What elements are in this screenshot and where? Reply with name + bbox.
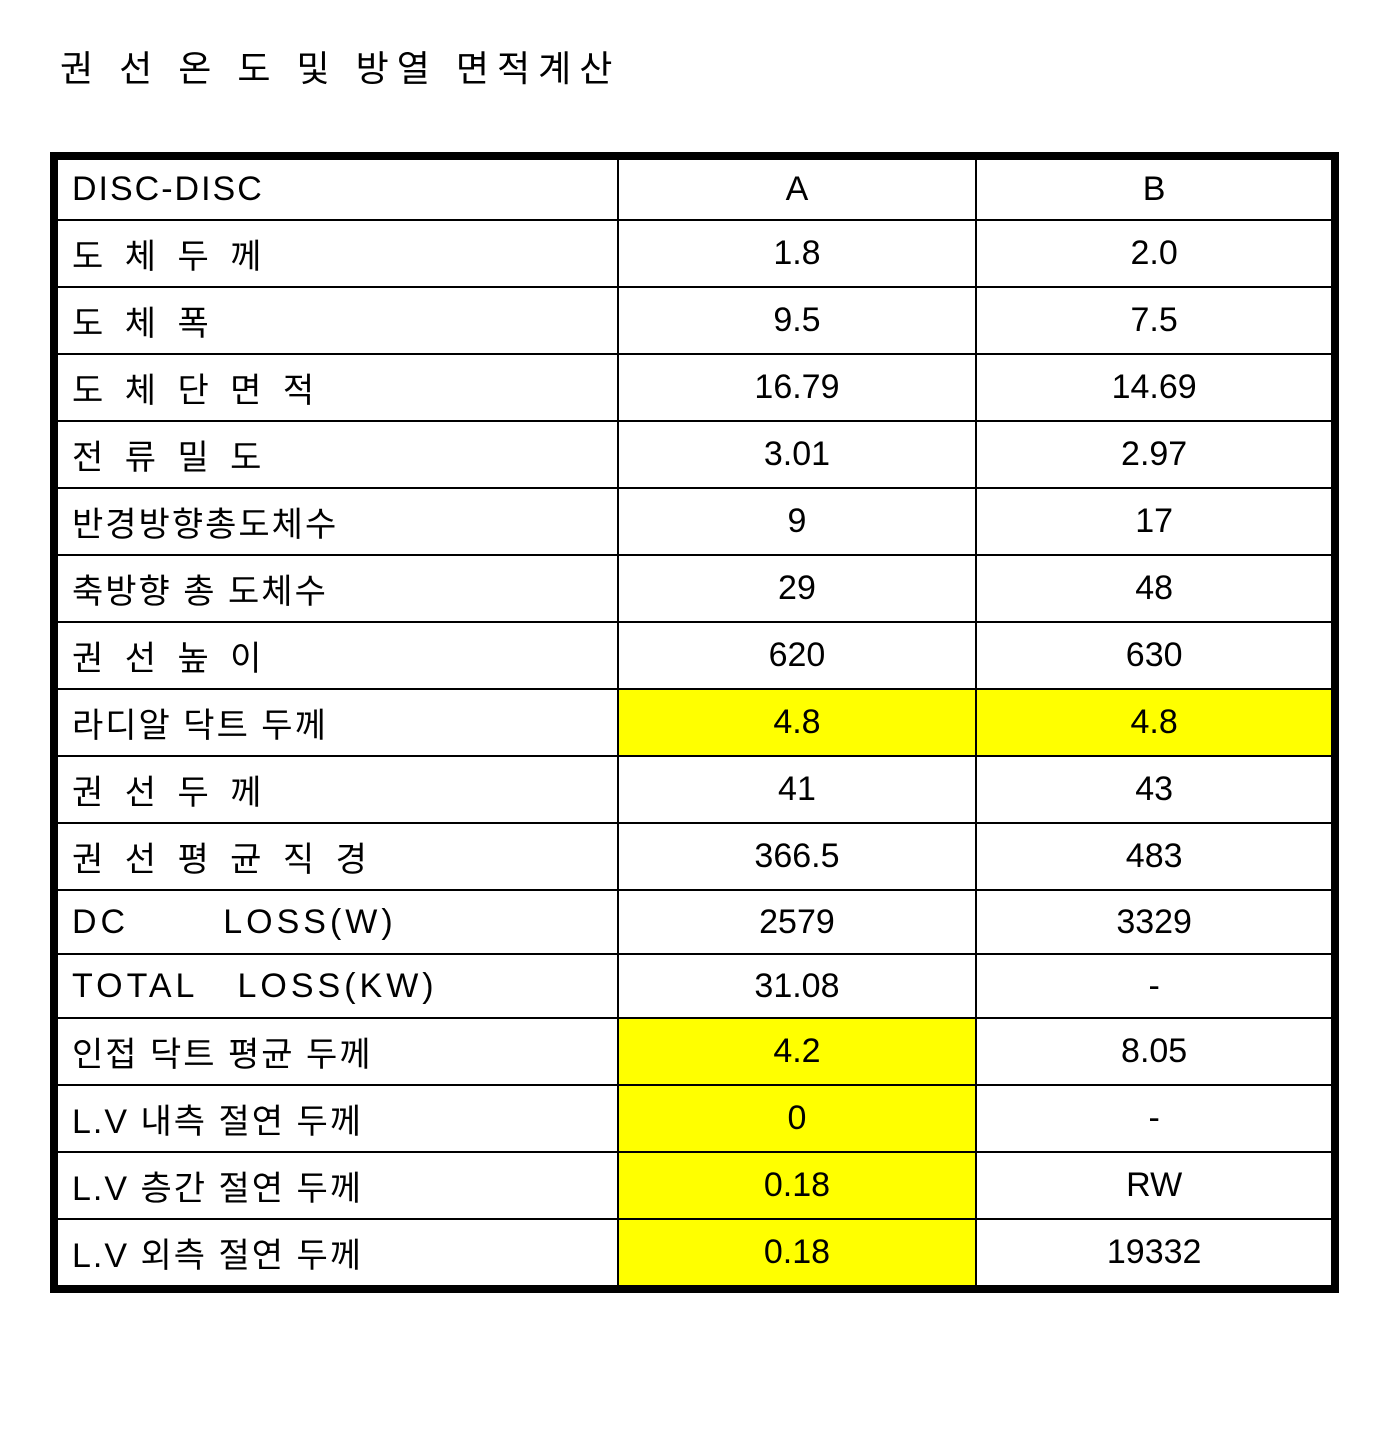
header-col-b: B <box>976 156 1335 220</box>
table-header-row: DISC-DISC A B <box>54 156 1335 220</box>
row-value-b: 2.0 <box>976 220 1335 287</box>
row-value-a: 9 <box>618 488 977 555</box>
row-value-a: 366.5 <box>618 823 977 890</box>
row-value-b: 483 <box>976 823 1335 890</box>
row-value-b: 7.5 <box>976 287 1335 354</box>
row-value-a: 4.2 <box>618 1018 977 1085</box>
row-label: L.V 층간 절연 두께 <box>54 1152 618 1219</box>
row-value-a: 2579 <box>618 890 977 954</box>
row-value-b: 48 <box>976 555 1335 622</box>
row-label: TOTAL LOSS(KW) <box>54 954 618 1018</box>
table-row: 권 선 높 이 620 630 <box>54 622 1335 689</box>
row-value-a: 620 <box>618 622 977 689</box>
row-label: 권 선 높 이 <box>54 622 618 689</box>
row-value-b: - <box>976 954 1335 1018</box>
row-value-b: 2.97 <box>976 421 1335 488</box>
row-label: 권 선 평 균 직 경 <box>54 823 618 890</box>
table-row: 권 선 평 균 직 경 366.5 483 <box>54 823 1335 890</box>
row-value-a: 0 <box>618 1085 977 1152</box>
row-value-a: 41 <box>618 756 977 823</box>
row-value-b: 3329 <box>976 890 1335 954</box>
table-body: DISC-DISC A B 도 체 두 께 1.8 2.0 도 체 폭 9.5 … <box>54 156 1335 1289</box>
table-row: 전 류 밀 도 3.01 2.97 <box>54 421 1335 488</box>
row-value-a: 1.8 <box>618 220 977 287</box>
row-label: 도 체 폭 <box>54 287 618 354</box>
table-row: 도 체 폭 9.5 7.5 <box>54 287 1335 354</box>
table-row: 도 체 단 면 적 16.79 14.69 <box>54 354 1335 421</box>
table-row: L.V 층간 절연 두께 0.18 RW <box>54 1152 1335 1219</box>
row-value-a: 9.5 <box>618 287 977 354</box>
row-value-b: 8.05 <box>976 1018 1335 1085</box>
table-row: L.V 내측 절연 두께 0 - <box>54 1085 1335 1152</box>
table-row: TOTAL LOSS(KW) 31.08 - <box>54 954 1335 1018</box>
row-label: 라디알 닥트 두께 <box>54 689 618 756</box>
row-value-a: 4.8 <box>618 689 977 756</box>
row-label: 전 류 밀 도 <box>54 421 618 488</box>
row-label: 도 체 두 께 <box>54 220 618 287</box>
header-label: DISC-DISC <box>54 156 618 220</box>
table-row: 반경방향총도체수 9 17 <box>54 488 1335 555</box>
row-value-a: 16.79 <box>618 354 977 421</box>
row-value-a: 31.08 <box>618 954 977 1018</box>
table-row: L.V 외측 절연 두께 0.18 19332 <box>54 1219 1335 1289</box>
row-value-b: 4.8 <box>976 689 1335 756</box>
row-value-b: - <box>976 1085 1335 1152</box>
row-value-b: 14.69 <box>976 354 1335 421</box>
table-row: 라디알 닥트 두께 4.8 4.8 <box>54 689 1335 756</box>
table-row: 권 선 두 께 41 43 <box>54 756 1335 823</box>
row-value-b: 43 <box>976 756 1335 823</box>
row-value-b: 19332 <box>976 1219 1335 1289</box>
row-label: 축방향 총 도체수 <box>54 555 618 622</box>
row-label: L.V 외측 절연 두께 <box>54 1219 618 1289</box>
row-value-a: 0.18 <box>618 1152 977 1219</box>
row-value-a: 3.01 <box>618 421 977 488</box>
row-label: 도 체 단 면 적 <box>54 354 618 421</box>
row-value-b: 630 <box>976 622 1335 689</box>
table-row: DC LOSS(W) 2579 3329 <box>54 890 1335 954</box>
calculation-table: DISC-DISC A B 도 체 두 께 1.8 2.0 도 체 폭 9.5 … <box>50 152 1339 1293</box>
row-value-b: RW <box>976 1152 1335 1219</box>
row-label: DC LOSS(W) <box>54 890 618 954</box>
row-label: 반경방향총도체수 <box>54 488 618 555</box>
header-col-a: A <box>618 156 977 220</box>
table-row: 인접 닥트 평균 두께 4.2 8.05 <box>54 1018 1335 1085</box>
row-value-b: 17 <box>976 488 1335 555</box>
row-value-a: 29 <box>618 555 977 622</box>
row-label: L.V 내측 절연 두께 <box>54 1085 618 1152</box>
table-row: 도 체 두 께 1.8 2.0 <box>54 220 1335 287</box>
row-label: 권 선 두 께 <box>54 756 618 823</box>
table-row: 축방향 총 도체수 29 48 <box>54 555 1335 622</box>
row-label: 인접 닥트 평균 두께 <box>54 1018 618 1085</box>
page-title: 권 선 온 도 및 방열 면적계산 <box>50 40 1339 92</box>
row-value-a: 0.18 <box>618 1219 977 1289</box>
